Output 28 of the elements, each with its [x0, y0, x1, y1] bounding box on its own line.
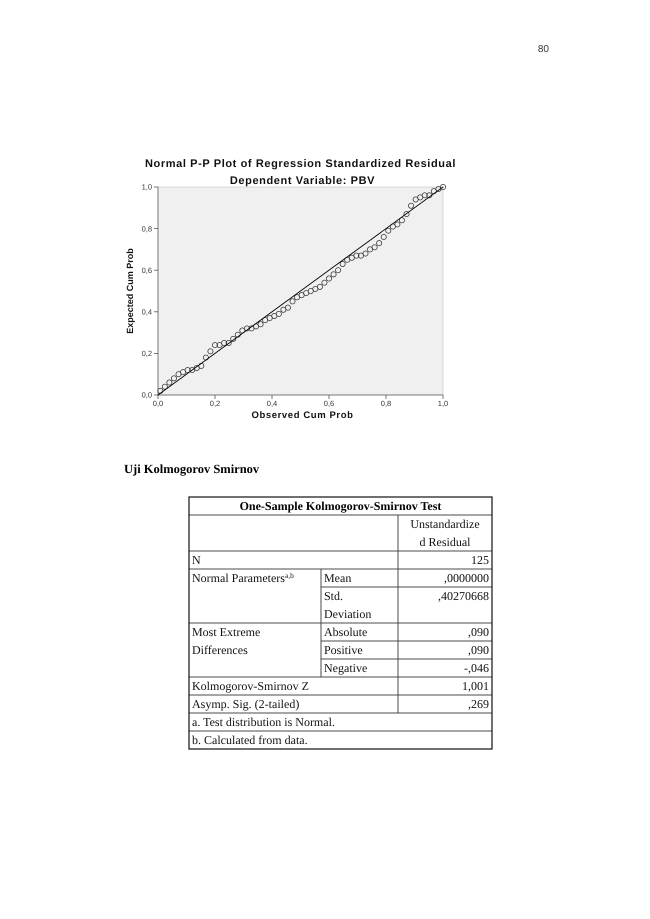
text: Kolmogorov-Smirnov Z: [192, 679, 309, 693]
x-axis-title: Observed Cum Prob: [251, 410, 354, 421]
text: Uji Kolmogorov Smirnov: [124, 462, 260, 476]
text: N: [192, 553, 201, 567]
text: ,0000000: [444, 571, 489, 585]
text: Mean: [324, 571, 352, 585]
text: Absolute: [324, 625, 368, 639]
text: ,40270668: [438, 589, 489, 603]
text: Positive: [324, 643, 363, 657]
text: a. Test distribution is Normal.: [192, 715, 335, 729]
text: Asymp. Sig. (2-tailed): [192, 697, 300, 711]
text: One-Sample Kolmogorov-Smirnov Test: [240, 499, 442, 513]
chart-subtitle: Dependent Variable: PBV: [230, 175, 376, 187]
text: ,269: [468, 697, 489, 711]
text: 1,001: [462, 679, 489, 693]
y-axis-title: Expected Cum Prob: [125, 248, 135, 334]
text: 80: [538, 44, 550, 55]
text: b. Calculated from data.: [192, 733, 308, 747]
text: -,046: [464, 661, 489, 675]
text: ,090: [468, 625, 489, 639]
text: Unstandardize d Residual: [410, 517, 480, 549]
text: 125: [471, 553, 489, 567]
text: Most Extreme Differences: [192, 625, 260, 657]
text: Normal Parameters$^{a,b}$: [192, 570, 294, 585]
text: Std. Deviation: [324, 589, 372, 621]
chart-title: Normal P-P Plot of Regression Standardized Residual: [145, 158, 456, 170]
text: Negative: [324, 661, 368, 675]
text: ,090: [468, 643, 489, 657]
